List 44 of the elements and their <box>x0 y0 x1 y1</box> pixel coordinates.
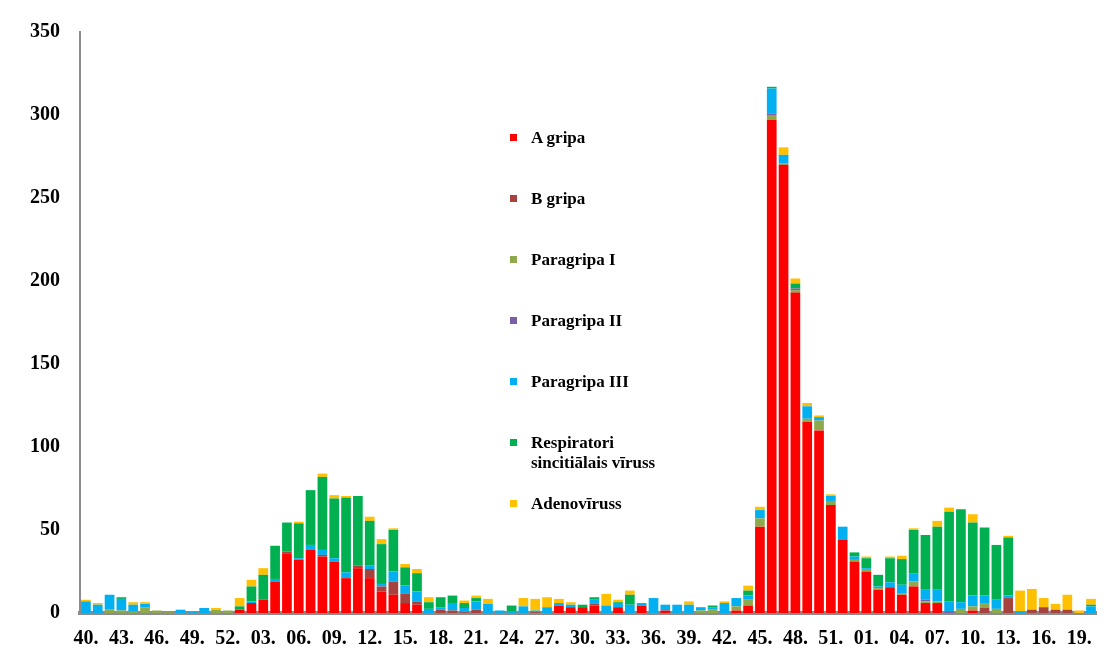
x-tick-label: 40. <box>73 626 99 649</box>
legend-label: Paragripa I <box>531 250 616 270</box>
x-tick-label: 19. <box>1066 626 1092 649</box>
legend-label: A gripa <box>531 128 586 148</box>
x-tick-label: 01. <box>853 626 879 649</box>
legend-label: Respiratori sincitiālais vīruss <box>531 433 657 473</box>
x-tick-label: 49. <box>179 626 205 649</box>
y-tick-label: 150 <box>30 351 60 374</box>
legend-label: Paragripa III <box>531 372 629 392</box>
x-tick-label: 39. <box>676 626 702 649</box>
y-tick-label: 0 <box>50 600 60 623</box>
y-tick-label: 100 <box>30 434 60 457</box>
y-tick-label: 50 <box>40 517 60 540</box>
x-tick-label: 24. <box>499 626 525 649</box>
x-tick-label: 12. <box>357 626 383 649</box>
y-tick-label: 250 <box>30 185 60 208</box>
x-tick-label: 43. <box>108 626 134 649</box>
x-tick-label: 27. <box>534 626 560 649</box>
x-tick-label: 13. <box>995 626 1021 649</box>
x-tick-label: 30. <box>570 626 596 649</box>
y-tick-label: 200 <box>30 268 60 291</box>
x-tick-label: 03. <box>250 626 276 649</box>
legend-label: Paragripa II <box>531 311 623 331</box>
x-tick-label: 21. <box>463 626 489 649</box>
x-tick-label: 10. <box>960 626 986 649</box>
x-tick-label: 42. <box>711 626 737 649</box>
legend-label: Adenovīruss <box>531 494 622 514</box>
x-tick-label: 33. <box>605 626 631 649</box>
x-tick-label: 15. <box>392 626 418 649</box>
legend-label: B gripa <box>531 189 586 209</box>
x-tick-label: 16. <box>1031 626 1057 649</box>
x-tick-label: 06. <box>286 626 312 649</box>
x-tick-label: 07. <box>924 626 950 649</box>
x-tick-label: 45. <box>747 626 773 649</box>
x-tick-label: 48. <box>782 626 808 649</box>
y-tick-label: 350 <box>30 19 60 42</box>
x-tick-label: 46. <box>144 626 170 649</box>
x-tick-label: 36. <box>640 626 666 649</box>
x-tick-label: 18. <box>428 626 454 649</box>
x-tick-label: 51. <box>818 626 844 649</box>
x-tick-label: 52. <box>215 626 241 649</box>
x-tick-label: 09. <box>321 626 347 649</box>
x-tick-label: 04. <box>889 626 915 649</box>
y-tick-label: 300 <box>30 102 60 125</box>
